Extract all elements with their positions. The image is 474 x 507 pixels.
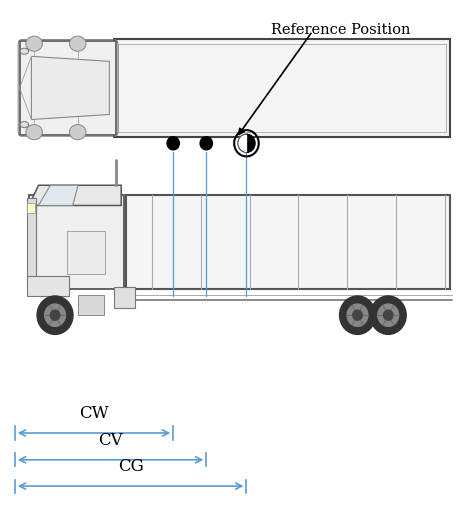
Circle shape xyxy=(378,304,399,327)
Text: CW: CW xyxy=(79,405,109,422)
Ellipse shape xyxy=(26,36,42,51)
Bar xyxy=(126,195,450,289)
Polygon shape xyxy=(29,185,121,205)
Circle shape xyxy=(383,310,393,320)
Bar xyxy=(19,41,117,135)
Circle shape xyxy=(370,296,406,335)
Circle shape xyxy=(238,134,255,153)
Bar xyxy=(118,44,446,132)
Bar xyxy=(27,198,36,284)
Bar xyxy=(27,276,69,297)
Circle shape xyxy=(50,310,60,320)
Polygon shape xyxy=(31,56,109,120)
Bar xyxy=(114,287,136,308)
Ellipse shape xyxy=(20,122,28,128)
Text: CG: CG xyxy=(118,458,144,475)
Bar xyxy=(78,295,104,315)
Ellipse shape xyxy=(70,125,86,140)
Circle shape xyxy=(347,304,368,327)
Ellipse shape xyxy=(20,48,28,54)
Wedge shape xyxy=(238,134,246,153)
Ellipse shape xyxy=(70,36,86,51)
Circle shape xyxy=(167,137,179,150)
Circle shape xyxy=(45,304,65,327)
Bar xyxy=(67,231,105,274)
Circle shape xyxy=(339,296,375,335)
Text: Reference Position: Reference Position xyxy=(271,23,411,38)
Bar xyxy=(27,203,35,213)
Circle shape xyxy=(37,296,73,335)
Text: CV: CV xyxy=(98,431,123,449)
Polygon shape xyxy=(38,185,78,205)
Bar xyxy=(114,39,450,137)
Bar xyxy=(29,195,124,289)
Circle shape xyxy=(200,137,212,150)
Ellipse shape xyxy=(26,125,42,140)
Circle shape xyxy=(353,310,362,320)
